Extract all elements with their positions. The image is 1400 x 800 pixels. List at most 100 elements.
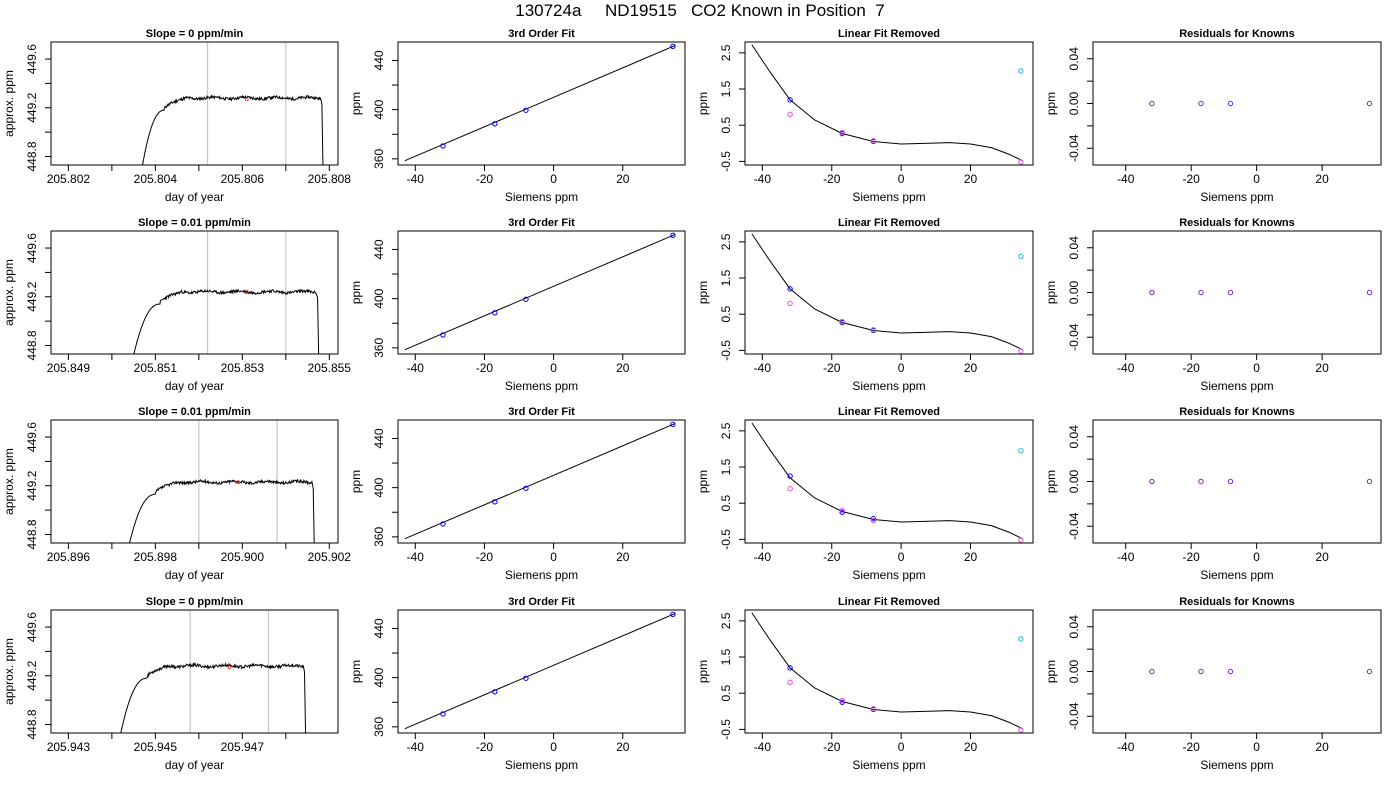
x-tick-label: -20 [823,550,841,564]
y-tick-label: 2.5 [719,44,733,61]
y-tick-label: 0.5 [719,117,733,134]
y-tick-label: 440 [372,428,386,448]
panel-r2-c3: Linear Fit Removed Siemens ppm ppm -40 -20 0 2… [696,217,1034,393]
residual-point [1198,289,1204,296]
x-tick-label: -40 [754,740,772,754]
x-tick-label: 20 [616,740,630,754]
panel-title: Residuals for Knowns [1179,596,1295,608]
panel-r3-c1: Slope = 0.01 ppm/min day of year approx. p… [2,406,351,582]
panel-title: Slope = 0 ppm/min [146,28,244,40]
x-tick-label: -20 [476,550,494,564]
cubic-fit-curve [751,233,1023,351]
trace-marker-point [227,665,232,670]
panel-r3-c2: 3rd Order Fit Siemens ppm ppm -40 -20 0 20 360 4… [349,406,686,582]
x-tick-label: 205.849 [47,361,91,375]
x-tick-label: -40 [1117,550,1135,564]
plot-area [751,233,1024,354]
x-axis-label: Siemens ppm [505,568,578,582]
x-tick-label: 205.896 [47,550,91,564]
y-tick-label: 0.00 [1067,280,1081,304]
fit-line [404,423,675,540]
position-point [1018,448,1024,454]
plot-area [404,421,676,540]
y-tick-label: 449.6 [25,422,39,452]
plot-frame [50,230,339,355]
residual-point [1366,289,1373,296]
x-tick-label: 20 [964,361,978,375]
x-axis-label: Siemens ppm [852,758,925,772]
y-axis-label: ppm [349,92,363,115]
trace-marker-point [236,480,240,485]
x-tick-label: 205.947 [221,740,265,754]
y-axis-label: approx. ppm [2,638,16,705]
x-axis-label: Siemens ppm [852,190,925,204]
x-tick-label: -20 [1183,550,1201,564]
known-point [670,232,676,239]
y-tick-label: 0.00 [1067,91,1081,115]
known-point [670,421,676,428]
y-tick-label: 448.8 [25,519,39,549]
panel-title: 3rd Order Fit [508,406,575,418]
y-tick-label: 448.8 [25,141,39,171]
residual-point [1366,478,1373,485]
x-tick-label: 205.943 [47,740,91,754]
x-tick-label: -40 [1117,172,1135,186]
y-axis-label: ppm [1044,470,1058,493]
linear-removed-point [870,138,877,144]
y-tick-label: 360 [372,338,386,358]
linear-removed-point [787,111,793,118]
known-point [523,485,529,491]
linear-removed-point [870,706,877,712]
y-tick-label: 0.04 [1067,615,1081,639]
y-tick-label: 1.5 [719,458,733,475]
panel-r1-c1: Slope = 0 ppm/min day of year approx. ppm 2… [2,28,351,204]
y-tick-label: 449.6 [25,612,39,642]
x-tick-label: 0 [550,172,557,186]
y-tick-label: 0.00 [1067,469,1081,493]
plot-area [751,44,1024,165]
plot-area [142,42,324,165]
concentration-trace [133,288,320,354]
panel-title: Linear Fit Removed [838,406,940,418]
known-point [839,509,845,515]
residual-point [1198,668,1204,675]
known-point [787,665,793,671]
y-tick-label: -0.5 [719,719,733,740]
cubic-fit-curve [751,44,1023,162]
x-tick-label: -40 [754,361,772,375]
known-point [787,473,793,479]
plot-area [404,232,676,351]
y-tick-label: 360 [372,527,386,547]
panel-title: Residuals for Knowns [1179,217,1295,229]
panel-r4-c4: Residuals for Knowns Siemens ppm ppm -40 -20… [1044,596,1382,772]
x-tick-label: -20 [1183,361,1201,375]
y-tick-label: 0.00 [1067,659,1081,683]
y-tick-label: 0.04 [1067,236,1081,260]
y-axis-label: approx. ppm [2,448,16,515]
y-tick-label: 360 [372,717,386,737]
fit-line [404,45,675,162]
x-tick-label: 205.851 [134,361,178,375]
panel-title: Residuals for Knowns [1179,28,1295,40]
panel-r2-c4: Residuals for Knowns Siemens ppm ppm -40 -20… [1044,217,1382,393]
known-point [492,499,498,505]
known-point [440,521,446,527]
y-tick-label: 400 [372,667,386,687]
x-tick-label: -20 [1183,172,1201,186]
residual-point [1198,478,1204,485]
panel-title: Slope = 0.01 ppm/min [138,217,251,229]
concentration-trace [120,661,307,733]
y-tick-label: 400 [372,477,386,497]
x-tick-label: 20 [964,172,978,186]
linear-removed-point [787,486,793,492]
plot-frame [744,419,1034,544]
plot-frame [397,41,686,166]
panel-title: Residuals for Knowns [1179,406,1295,418]
plot-frame [744,230,1034,355]
fit-line [404,613,675,730]
x-tick-label: -20 [1183,740,1201,754]
plot-area [1149,289,1373,296]
x-tick-label: 20 [964,740,978,754]
x-axis-label: day of year [165,568,224,582]
panel-title: 3rd Order Fit [508,28,575,40]
